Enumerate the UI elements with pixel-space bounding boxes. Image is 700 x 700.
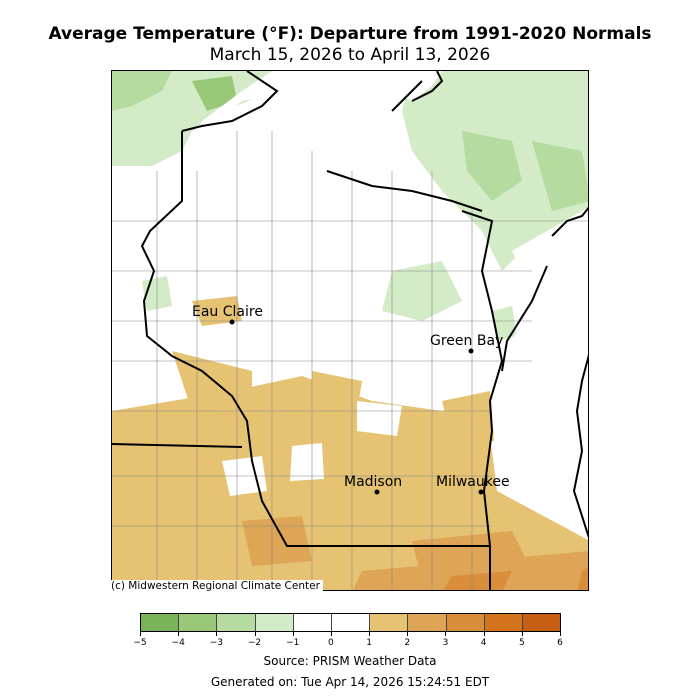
- legend-tick-mark: [560, 632, 561, 636]
- city-markers: [229, 319, 484, 495]
- legend-tick-label: 3: [442, 638, 449, 648]
- source-text: Source: PRISM Weather Data: [263, 654, 437, 668]
- legend-tick-label: −2: [247, 638, 262, 648]
- legend-tick-mark: [445, 632, 447, 636]
- copyright-text: (c) Midwestern Regional Climate Center: [111, 580, 323, 592]
- legend-tick-label: −5: [133, 638, 147, 648]
- legend-tick-mark: [369, 632, 371, 636]
- map-subtitle: March 15, 2026 to April 13, 2026: [209, 45, 491, 65]
- legend-swatch: [370, 614, 409, 631]
- map-panel: [111, 70, 589, 591]
- legend-tick-label: 6: [557, 638, 563, 648]
- state-boundaries: [112, 71, 588, 590]
- legend-tick-mark: [330, 632, 332, 636]
- legend-swatch: [179, 614, 218, 631]
- legend-tick-mark: [521, 632, 523, 636]
- map-canvas: [112, 71, 588, 590]
- warm-anomaly-areas: [112, 221, 588, 590]
- legend-tick-label: 0: [328, 638, 334, 648]
- legend-tick-label: −1: [286, 638, 300, 648]
- legend-tick-mark: [254, 632, 256, 636]
- legend-swatch: [141, 614, 180, 631]
- legend-tick-label: −3: [209, 638, 223, 648]
- legend-tick-label: 4: [480, 638, 487, 648]
- city-label-milwaukee: Milwaukee: [436, 474, 510, 490]
- legend-swatch: [522, 614, 561, 631]
- legend-tick-mark: [292, 632, 294, 636]
- city-label-green-bay: Green Bay: [430, 333, 504, 349]
- near-normal-areas: [222, 401, 402, 496]
- cool-anomaly-areas: [112, 71, 588, 341]
- legend-tick-label: −4: [171, 638, 185, 648]
- city-label-eau-claire: Eau Claire: [192, 304, 263, 320]
- legend-tick-mark: [407, 632, 409, 636]
- city-label-madison: Madison: [344, 474, 403, 490]
- legend-tick-label: 5: [518, 638, 525, 648]
- legend-tick-mark: [178, 632, 180, 636]
- generated-timestamp: Generated on: Tue Apr 14, 2026 15:24:51 …: [210, 675, 490, 689]
- county-lines: [112, 131, 588, 590]
- legend-tick-mark: [140, 632, 141, 636]
- legend-ticks: −5 −4 −3 −2 −1 0 1 2 3 4 5 6: [133, 632, 563, 648]
- legend-swatch: [446, 614, 485, 631]
- legend-swatch: [293, 614, 332, 631]
- legend-swatch: [255, 614, 294, 631]
- legend-swatch: [484, 614, 523, 631]
- legend-tick-mark: [483, 632, 485, 636]
- legend-swatch: [217, 614, 256, 631]
- map-title: Average Temperature (°F): Departure from…: [48, 24, 652, 44]
- legend-swatch: [331, 614, 371, 631]
- legend-tick-label: 1: [366, 638, 372, 648]
- legend-colorbar: [140, 613, 561, 632]
- legend-tick-label: 2: [404, 638, 411, 648]
- legend-swatch: [408, 614, 447, 631]
- legend-tick-mark: [216, 632, 218, 636]
